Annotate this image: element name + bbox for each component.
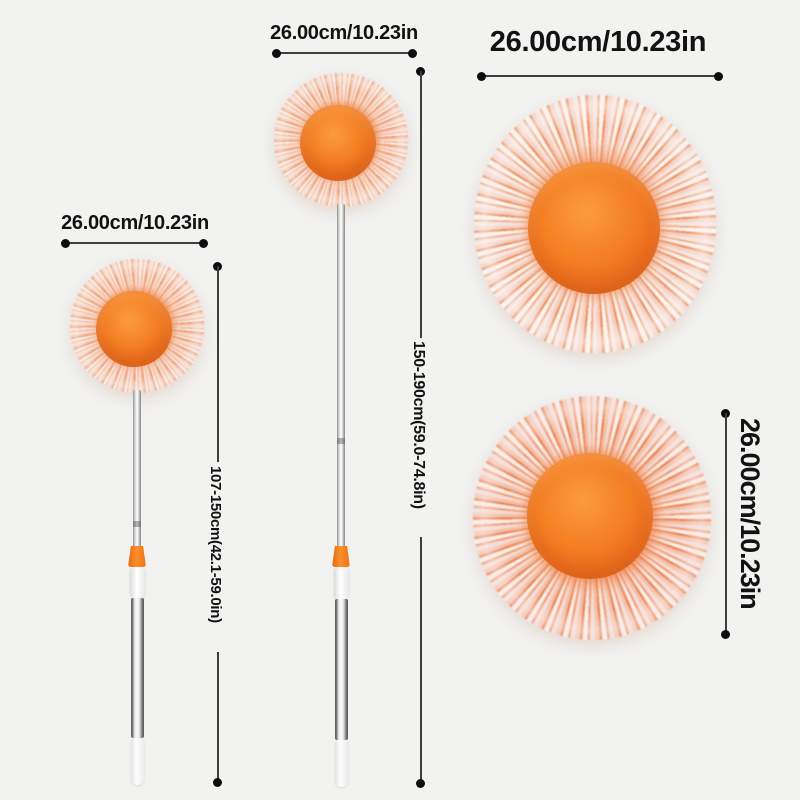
dimension-endpoint-dot: [61, 239, 70, 248]
left-mop-pole-lower: [131, 598, 144, 738]
middle-mop-width-line: [276, 52, 412, 54]
dimension-endpoint-dot: [199, 239, 208, 248]
left-mop-grip: [130, 567, 145, 598]
left-mop-collar: [128, 546, 146, 567]
left-mop-width-label: 26.00cm/10.23in: [61, 212, 209, 234]
dimension-endpoint-dot: [213, 778, 222, 787]
dimension-endpoint-dot: [416, 779, 425, 788]
middle-mop-pole-lower: [335, 599, 348, 740]
dimension-endpoint-dot: [721, 630, 730, 639]
left-mop-height-line-top: [217, 266, 219, 462]
right-bottom-pad-height-label: 26.00cm/10.23in: [735, 418, 765, 609]
middle-mop-tip: [335, 740, 348, 787]
left-mop-head: [70, 259, 204, 393]
right-top-pad-width-line: [481, 75, 719, 77]
right-top-pad-core: [528, 162, 660, 294]
middle-mop-core: [300, 105, 376, 181]
left-mop-width-line: [66, 242, 203, 244]
middle-mop-height-line-top: [420, 71, 422, 338]
dimension-endpoint-dot: [408, 49, 417, 58]
right-top-pad: [474, 95, 716, 353]
right-bottom-pad-height-line: [725, 413, 727, 634]
middle-mop-pole-upper: [337, 204, 345, 547]
right-bottom-pad-core: [527, 453, 653, 579]
middle-mop-width-label: 26.00cm/10.23in: [270, 22, 418, 44]
left-mop-height-label: 107-150cm(42.1-59.0in): [207, 466, 224, 623]
left-mop-pole-joint: [133, 521, 141, 527]
dimension-endpoint-dot: [477, 72, 486, 81]
middle-mop-height-line-bottom: [420, 537, 422, 783]
dimension-endpoint-dot: [272, 49, 281, 58]
left-mop-pole-upper: [133, 390, 141, 548]
left-mop-tip: [131, 738, 144, 785]
middle-mop-grip: [334, 567, 349, 599]
left-mop-height-line-bottom: [217, 652, 219, 782]
middle-mop-head: [274, 73, 408, 207]
middle-mop-pole-joint: [337, 438, 345, 444]
dimension-endpoint-dot: [714, 72, 723, 81]
right-bottom-pad: [473, 396, 711, 640]
middle-mop-collar: [332, 546, 350, 567]
middle-mop-height-label: 150-190cm(59.0-74.8in): [410, 341, 427, 509]
right-top-pad-width-label: 26.00cm/10.23in: [489, 26, 707, 58]
left-mop-core: [96, 291, 172, 367]
